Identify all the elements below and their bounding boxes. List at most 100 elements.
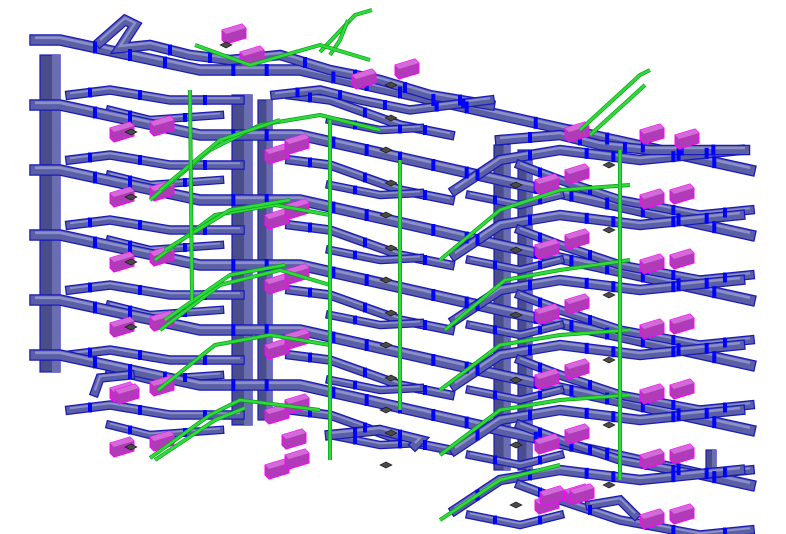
vav-box-top [285, 134, 309, 144]
vav-box-top [570, 484, 594, 494]
duct-flange [128, 114, 132, 126]
pipe-right-top-b [589, 84, 646, 136]
duct-flange [398, 86, 402, 99]
duct-flange [231, 324, 236, 336]
duct-flange [605, 132, 610, 145]
duct-flange [353, 380, 357, 390]
duct-flange [676, 213, 681, 226]
duct-flange [538, 232, 542, 243]
vav-box-top [265, 459, 289, 469]
vav-box-top [535, 434, 559, 444]
duct-flange [364, 144, 369, 156]
duct-flange [331, 201, 336, 214]
vav-box-top [265, 274, 289, 284]
duct-flange [353, 185, 357, 195]
duct-flange [611, 346, 616, 358]
duct-flange [183, 178, 187, 187]
duct-flange [676, 343, 681, 356]
duct-flange [640, 335, 645, 348]
duct-flange [671, 471, 676, 483]
ceiling-diffuser [384, 114, 398, 122]
duct-flange [533, 116, 538, 129]
duct-flange [231, 259, 236, 271]
duct-flange [723, 272, 727, 283]
duct-flange [464, 296, 469, 309]
right-branch-b-5-highlight [469, 452, 561, 465]
duct-flange [183, 113, 187, 122]
duct-flange [403, 82, 407, 93]
duct-flange [264, 129, 269, 141]
duct-flange [464, 416, 469, 429]
duct-flange [723, 527, 727, 534]
vav-box-top [640, 189, 664, 199]
vav-box-top [565, 294, 589, 304]
duct-flange [363, 172, 367, 183]
duct-flange [423, 320, 427, 330]
duct-flange [331, 71, 336, 84]
duct-flange [671, 270, 676, 280]
duct-flange [493, 515, 497, 525]
vav-box-top [282, 429, 306, 439]
duct-flange [168, 44, 172, 56]
vav-box-top [150, 376, 174, 386]
duct-flange [605, 197, 610, 210]
duct-flange [431, 94, 436, 106]
duct-flange [712, 221, 717, 234]
vav-box-top [535, 239, 559, 249]
vav-box-top [265, 144, 289, 154]
ceiling-diffuser [379, 146, 393, 154]
duct-flange [704, 407, 709, 419]
pipe-right-top-a [579, 68, 651, 131]
duct-flange [671, 346, 676, 358]
duct-flange [671, 465, 676, 475]
duct-flange [363, 237, 367, 248]
vav-box-top [110, 437, 134, 447]
duct-flange [640, 270, 645, 283]
right-branch-b-6 [466, 511, 564, 529]
duct-flange [538, 390, 542, 400]
right-branch-b-3 [466, 321, 564, 339]
pipe-main-i [154, 406, 246, 462]
duct-flange [493, 455, 497, 465]
duct-flange [88, 87, 92, 98]
vav-box-top [640, 254, 664, 264]
vav-box-top [535, 174, 559, 184]
duct-flange [364, 209, 369, 221]
duct-flange [231, 379, 236, 391]
duct-flange [464, 101, 469, 114]
duct-flange [528, 469, 532, 481]
duct-flange [704, 277, 709, 289]
duct-flange [712, 156, 717, 169]
right-branch-b-6-highlight [469, 512, 561, 525]
ceiling-diffuser [509, 501, 523, 509]
branch-duct-d-4 [326, 311, 424, 329]
duct-flange [163, 56, 167, 69]
ceiling-diffuser [124, 128, 138, 136]
duct-flange [711, 144, 716, 156]
ceiling-diffuser [509, 246, 523, 254]
duct-flange [93, 171, 97, 184]
right-branch-b-2-highlight [469, 257, 561, 270]
duct-flange [712, 351, 717, 364]
duct-flange [128, 309, 132, 321]
duct-flange [264, 259, 269, 271]
duct-flange [569, 189, 574, 202]
duct-flange [93, 106, 97, 119]
branch-duct-d-2-highlight [329, 182, 421, 195]
duct-flange [331, 386, 336, 399]
duct-flange [679, 144, 684, 156]
duct-flange [588, 445, 592, 455]
ceiling-diffuser [384, 179, 398, 187]
main-trunk-floor-1-highlight [35, 36, 751, 170]
duct-flange [588, 505, 592, 515]
duct-flange [363, 107, 367, 118]
vav-box-top [640, 509, 664, 519]
duct-flange [364, 339, 369, 351]
vav-box-top [240, 46, 264, 56]
duct-flange [611, 281, 616, 293]
duct-flange [208, 52, 212, 63]
duct-flange [611, 216, 616, 228]
duct-flange [363, 422, 367, 433]
vav-box-top [670, 444, 694, 454]
